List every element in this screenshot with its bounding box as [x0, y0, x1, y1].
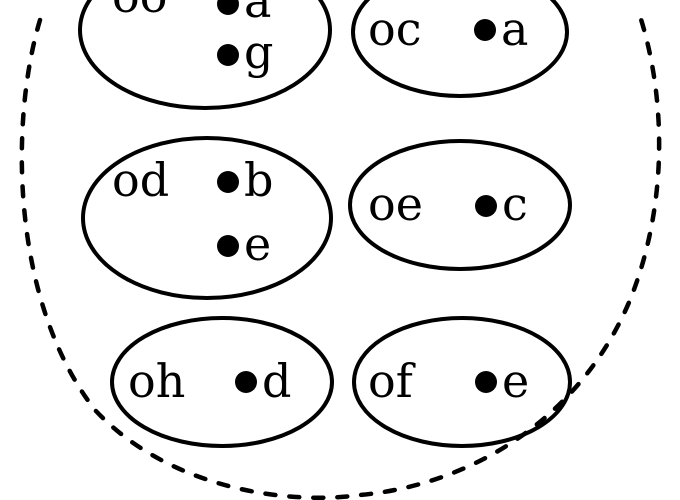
group-oh-closed-dot-1: [235, 371, 257, 393]
group-of-ellipse: [352, 316, 572, 448]
group-og-ellipse: [78, 0, 332, 110]
group-og-closed-dot-1: [217, 0, 239, 15]
group-oe-closed-label-1: c: [502, 177, 528, 231]
group-oe-ellipse: [348, 139, 572, 271]
group-od-ellipse: [81, 136, 333, 300]
group-oe: oe c: [348, 139, 572, 271]
group-oh-closed-label-1: d: [262, 354, 291, 408]
group-oc-ellipse: [351, 0, 569, 98]
group-og-closed-label-2: g: [244, 25, 273, 79]
group-oc: oc a: [351, 0, 569, 98]
group-og-closed-label-1: a: [244, 0, 271, 28]
group-of: of e: [352, 316, 572, 448]
group-oe-closed-dot-1: [475, 195, 497, 217]
group-oc-closed-label-1: a: [501, 2, 528, 56]
group-od-open-label: od: [112, 153, 169, 207]
group-og-open-label: oo: [112, 0, 167, 23]
group-og: oo a g: [78, 0, 332, 110]
group-oh-open-label: oh: [128, 354, 185, 408]
group-od-closed-dot-1: [217, 171, 239, 193]
group-od-closed-label-1: b: [244, 153, 273, 207]
group-oh-ellipse: [110, 316, 334, 448]
outer-dashed-boundary: [19, 7, 662, 500]
group-oh: oh d: [110, 316, 334, 448]
group-oc-closed-dot-1: [474, 19, 496, 41]
group-og-closed-dot-2: [217, 44, 239, 66]
group-of-closed-label-1: e: [502, 354, 529, 408]
group-of-closed-dot-1: [475, 371, 497, 393]
group-oc-open-label: oc: [368, 2, 421, 56]
group-of-open-label: of: [368, 354, 416, 408]
group-od-closed-label-2: e: [244, 217, 271, 271]
group-oe-open-label: oe: [368, 177, 423, 231]
group-od: od b e: [81, 136, 333, 300]
group-od-closed-dot-2: [217, 235, 239, 257]
